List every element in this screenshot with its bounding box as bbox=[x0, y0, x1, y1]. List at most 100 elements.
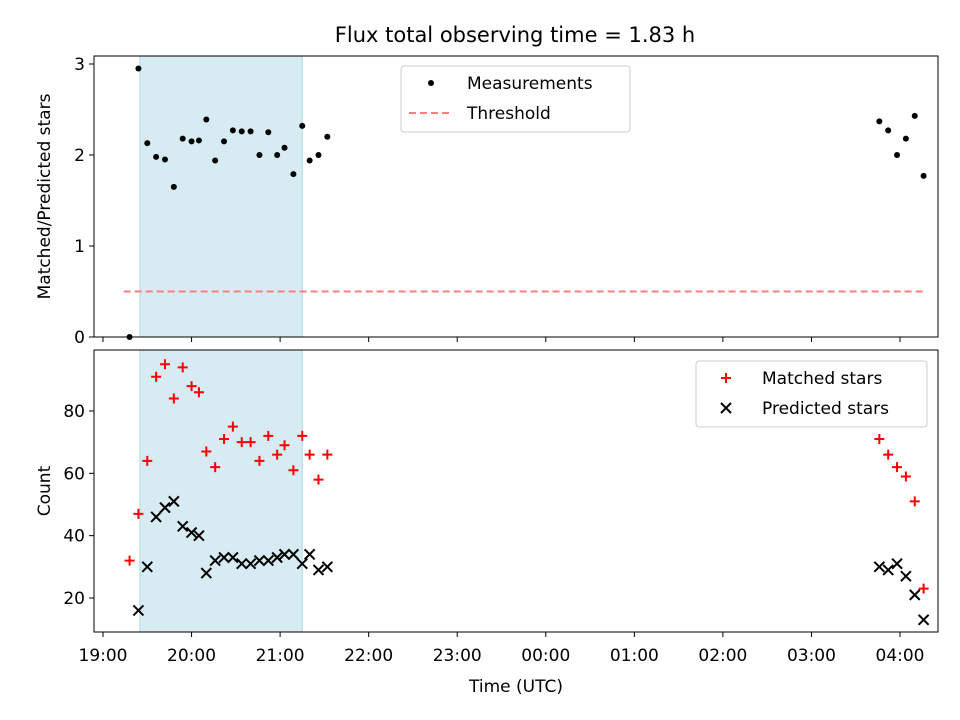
predicted-stars-point bbox=[244, 558, 257, 570]
top-panel: 0 1 2 3 Matched/Predicted stars Measurements T… bbox=[35, 55, 939, 348]
predicted-stars-point bbox=[185, 526, 198, 539]
matched-stars-point bbox=[124, 555, 135, 566]
measurements-point bbox=[229, 127, 236, 134]
predicted-stars-point bbox=[321, 561, 334, 573]
matched-stars-point bbox=[909, 496, 920, 507]
predicted-stars-point bbox=[900, 570, 912, 582]
x-axis-label: Time (UTC) bbox=[468, 677, 563, 697]
measurements-point bbox=[221, 138, 228, 145]
chart-title: Flux total observing time = 1.83 h bbox=[335, 23, 695, 47]
matched-stars-point bbox=[245, 437, 256, 448]
bottom-panel: 20 40 60 80 19:00 20:00 21:00 22:00 23:00 00:00 01… bbox=[35, 349, 939, 697]
predicted-stars-point bbox=[159, 501, 171, 514]
legend-label-measurements: Measurements bbox=[467, 74, 593, 94]
matched-stars-point bbox=[874, 434, 885, 445]
y-tick-label: 3 bbox=[74, 55, 85, 75]
highlight-span bbox=[139, 55, 303, 338]
measurements-point bbox=[161, 156, 168, 163]
predicted-stars-point bbox=[209, 554, 221, 567]
legend-marker-predicted-stars bbox=[720, 402, 732, 414]
matched-stars-point bbox=[236, 437, 247, 448]
matched-stars-point bbox=[227, 421, 238, 432]
matched-stars-point bbox=[201, 446, 212, 457]
predicted-stars-point bbox=[312, 564, 325, 576]
legend-box bbox=[695, 360, 928, 428]
measurements-point bbox=[299, 122, 306, 129]
measurements-point bbox=[188, 138, 195, 145]
matched-stars-point bbox=[288, 465, 299, 476]
predicted-stars-point bbox=[287, 548, 300, 561]
matched-stars-point bbox=[279, 440, 290, 451]
matched-stars-point bbox=[900, 471, 911, 482]
predicted-stars-point bbox=[132, 604, 145, 617]
measurements-point bbox=[274, 152, 281, 158]
predicted-stars-point bbox=[271, 551, 283, 564]
x-tick-label: 21:00 bbox=[256, 646, 305, 666]
measurements-point bbox=[179, 135, 186, 142]
measurements-point bbox=[247, 128, 254, 135]
measurements-point bbox=[170, 183, 177, 190]
measurements-point bbox=[911, 112, 918, 119]
matched-stars-point bbox=[177, 362, 188, 373]
y-tick-label: 40 bbox=[63, 527, 85, 547]
y-tick-label: 80 bbox=[63, 402, 85, 422]
measurements-point bbox=[153, 153, 160, 160]
legend-label-matched-stars: Matched stars bbox=[762, 369, 882, 389]
matched-stars-point bbox=[168, 393, 179, 404]
matched-stars-point bbox=[892, 462, 903, 473]
x-tick-label: 01:00 bbox=[610, 646, 659, 666]
predicted-stars-point bbox=[296, 558, 308, 570]
measurements-point bbox=[265, 129, 272, 136]
measurements-point bbox=[212, 157, 219, 164]
matched-stars-point bbox=[151, 371, 162, 382]
matched-stars-point bbox=[322, 449, 333, 460]
predicted-stars-point bbox=[150, 511, 162, 523]
matched-stars-point bbox=[313, 474, 324, 485]
measurements-point bbox=[256, 152, 263, 158]
matched-stars-point bbox=[254, 455, 265, 466]
measurements-point bbox=[894, 152, 901, 158]
y-tick-label: 60 bbox=[63, 464, 85, 484]
measurements-point bbox=[920, 172, 927, 179]
matched-stars-point bbox=[210, 462, 221, 473]
measurements-point bbox=[902, 135, 909, 142]
x-tick-label: 02:00 bbox=[698, 646, 747, 666]
x-tick-label: 00:00 bbox=[521, 646, 570, 666]
measurements-point bbox=[290, 171, 297, 178]
x-tick-label: 19:00 bbox=[79, 646, 128, 666]
measurements-point bbox=[876, 118, 883, 125]
measurements-point bbox=[195, 137, 202, 144]
legend-label-threshold: Threshold bbox=[466, 104, 551, 124]
y-tick-label: 0 bbox=[74, 328, 85, 348]
predicted-stars-point bbox=[168, 495, 180, 508]
axes-frame bbox=[93, 349, 939, 633]
matched-stars-point bbox=[142, 455, 153, 466]
measurements-point bbox=[135, 65, 142, 72]
axes-frame bbox=[93, 55, 939, 338]
predicted-stars-point bbox=[262, 554, 275, 567]
predicted-stars-point bbox=[218, 551, 230, 564]
predicted-stars-point bbox=[200, 567, 213, 579]
predicted-stars-point bbox=[873, 561, 886, 573]
y-tick-label: 1 bbox=[74, 237, 85, 257]
legend-marker-measurements bbox=[428, 80, 434, 86]
predicted-stars-point bbox=[253, 554, 266, 567]
matched-stars-point bbox=[304, 449, 315, 460]
matched-stars-point bbox=[193, 387, 204, 398]
y-axis-label: Count bbox=[35, 465, 55, 516]
predicted-stars-point bbox=[141, 561, 153, 573]
predicted-stars-point bbox=[917, 614, 930, 626]
measurements-point bbox=[315, 152, 322, 158]
predicted-stars-point bbox=[303, 548, 316, 561]
y-axis-label: Matched/Predicted stars bbox=[35, 93, 55, 299]
predicted-stars-point bbox=[236, 558, 248, 570]
measurements-point bbox=[203, 116, 210, 123]
measurements-point bbox=[324, 133, 331, 140]
measurements-point bbox=[306, 157, 313, 164]
matched-stars-point bbox=[219, 434, 230, 445]
x-tick-label: 03:00 bbox=[787, 646, 836, 666]
matched-stars-point bbox=[883, 449, 894, 460]
x-tick-label: 22:00 bbox=[344, 646, 393, 666]
predicted-stars-point bbox=[227, 551, 239, 564]
predicted-stars-point bbox=[278, 548, 291, 561]
